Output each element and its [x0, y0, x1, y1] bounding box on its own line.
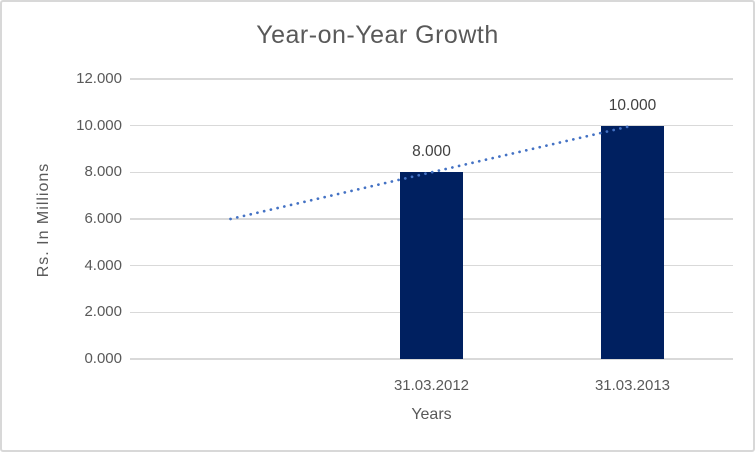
bar-data-label: 8.000 — [412, 143, 451, 161]
bar — [400, 172, 463, 359]
x-axis-tick-label: 31.03.2013 — [594, 377, 671, 394]
gridline — [130, 78, 733, 80]
y-axis-tick-label: 4.000 — [84, 256, 122, 274]
chart-title: Year-on-Year Growth — [256, 21, 499, 49]
y-axis-tick-label: 0.000 — [84, 350, 122, 367]
gridline — [130, 358, 733, 360]
y-axis-tick-label: 2.000 — [84, 303, 122, 321]
y-axis-tick-label: 6.000 — [84, 210, 122, 227]
y-axis-tick-label: 12.000 — [76, 70, 122, 87]
x-axis-title: Years — [411, 406, 452, 423]
y-axis-tick-label: 8.000 — [84, 163, 122, 181]
x-axis-tick-label: 31.03.2012 — [393, 377, 470, 394]
bar — [601, 125, 664, 359]
y-axis-tick-label: 10.000 — [76, 116, 122, 134]
bar-data-label: 10.000 — [608, 96, 657, 114]
